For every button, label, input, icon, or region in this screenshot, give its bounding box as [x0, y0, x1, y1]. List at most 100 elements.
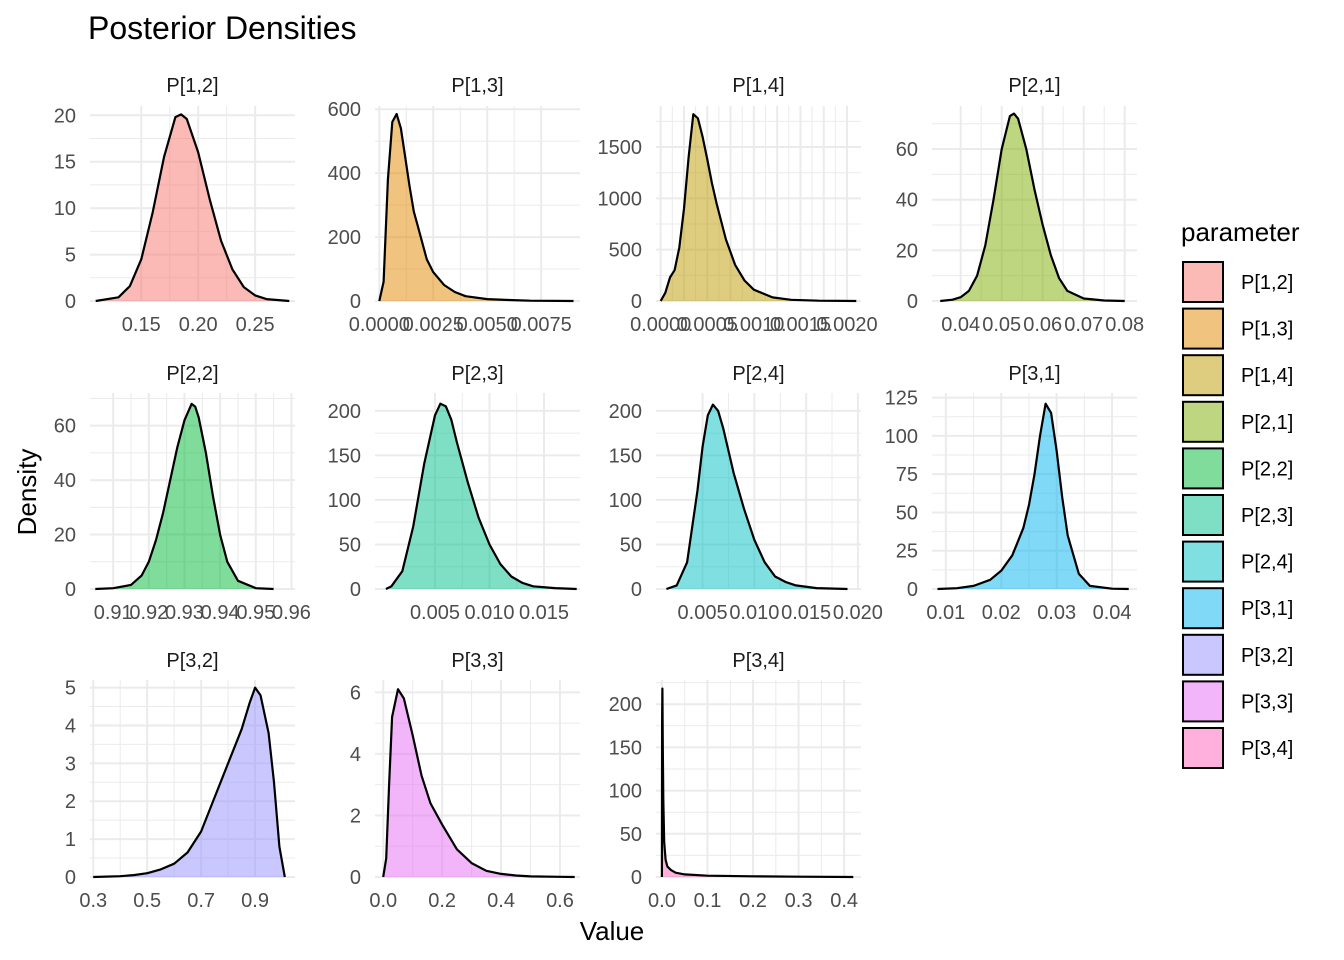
x-tick-label: 0.010: [464, 602, 514, 624]
legend-label-p-2-2: P[2,2]: [1241, 458, 1293, 480]
y-tick-label: 150: [328, 445, 361, 467]
y-tick-label: 0: [631, 867, 642, 889]
x-tick-label: 0.1: [694, 890, 722, 912]
panel-p-1-4: P[1,4]0500100015000.00000.00050.00100.00…: [598, 75, 878, 336]
density-area-p-3-4: [661, 688, 854, 877]
y-tick-label: 1500: [598, 137, 643, 159]
legend-key-p-3-4: [1182, 727, 1224, 769]
legend-item-p-2-1: P[2,1]: [1182, 400, 1293, 443]
legend-item-p-3-3: P[3,3]: [1182, 680, 1293, 723]
x-tick-label: 0.0005: [677, 314, 738, 336]
x-tick-label: 0.2: [739, 890, 767, 912]
density-line-p-3-4: [660, 687, 854, 879]
legend: parameter P[1,2] P[1,3] P[1,4] P[2,1] P[2,2]…: [1181, 217, 1300, 769]
y-tick-label: 25: [896, 541, 918, 563]
y-tick-label: 40: [896, 190, 918, 212]
x-tick-label: 0.02: [982, 602, 1021, 624]
panel-p-2-1: P[2,1] 0 20 40 60 0.04 0.05 0.06 0.07 0.08: [896, 75, 1144, 336]
legend-label-p-3-1: P[3,1]: [1241, 598, 1293, 620]
x-tick-label: 0.05: [982, 314, 1021, 336]
y-tick-label: 0: [907, 291, 918, 313]
y-tick-label: 20: [54, 105, 76, 127]
x-tick-label: 0.6: [546, 890, 574, 912]
legend-key-p-1-4: [1182, 354, 1224, 397]
y-tick-label: 50: [620, 824, 642, 846]
x-tick-label: 0.4: [487, 890, 515, 912]
y-tick-label: 125: [885, 388, 918, 410]
legend-label-p-1-4: P[1,4]: [1241, 365, 1293, 387]
chart-title: Posterior Densities: [88, 10, 357, 46]
x-tick-label: 0.015: [781, 602, 831, 624]
y-tick-label: 2: [65, 791, 76, 813]
x-tick-label: 0.020: [833, 602, 883, 624]
y-tick-label: 100: [885, 426, 918, 448]
panel-p-3-2: P[3,2] 0 1 2 3 4 5 0.3 0.5 0.7 0.9: [65, 650, 295, 912]
y-tick-label: 6: [350, 682, 361, 704]
y-tick-label: 20: [896, 240, 918, 262]
y-tick-label: 50: [896, 502, 918, 524]
x-tick-label: 0.015: [519, 602, 569, 624]
y-tick-label: 0: [350, 579, 361, 601]
strip-label-p-3-2: P[3,2]: [166, 650, 218, 672]
y-tick-label: 10: [54, 198, 76, 220]
density-line-p-2-3: [385, 402, 577, 591]
x-tick-label: 0.0010: [723, 314, 784, 336]
x-tick-label: 0.005: [678, 602, 728, 624]
strip-label-p-1-2: P[1,2]: [166, 75, 218, 97]
y-tick-label: 150: [609, 445, 642, 467]
legend-key-p-2-1: [1182, 400, 1224, 443]
legend-item-p-2-4: P[2,4]: [1182, 540, 1293, 583]
x-tick-label: 0.06: [1023, 314, 1062, 336]
y-tick-label: 500: [609, 240, 642, 262]
x-tick-label: 0.0050: [457, 314, 518, 336]
density-line-p-3-1: [937, 402, 1129, 591]
y-tick-label: 0: [350, 291, 361, 313]
legend-label-p-3-3: P[3,3]: [1241, 691, 1293, 713]
panel-p-3-4: P[3,4] 0 50 100 150 200 0.0 0.1 0.2 0.3 0.4: [609, 650, 861, 912]
legend-item-p-2-3: P[2,3]: [1182, 494, 1293, 536]
y-tick-label: 200: [609, 694, 642, 716]
y-tick-label: 60: [54, 416, 76, 438]
x-tick-label: 0.94: [201, 602, 240, 624]
density-area-p-3-2: [93, 687, 285, 877]
legend-key-p-2-2: [1182, 447, 1224, 490]
density-line-p-2-2: [95, 402, 274, 591]
y-tick-label: 5: [65, 245, 76, 267]
y-tick-label: 50: [620, 534, 642, 556]
x-tick-label: 0.0: [369, 890, 397, 912]
panel-p-3-1: P[3,1] 0 25 50 75 100 125 0.01 0.02 0.03 0.04: [885, 363, 1137, 624]
panel-p-1-2: P[1,2] 0 5 10 15 20 0.15 0.20 0.25: [54, 75, 295, 336]
y-tick-label: 15: [54, 152, 76, 174]
x-tick-label: 0.92: [129, 602, 168, 624]
x-tick-label: 0.0020: [816, 314, 877, 336]
y-axis-title: Density: [12, 449, 42, 536]
x-tick-label: 0.5: [133, 890, 161, 912]
x-tick-label: 0.95: [236, 602, 275, 624]
y-tick-label: 100: [328, 490, 361, 512]
x-tick-label: 0.96: [272, 602, 311, 624]
strip-label-p-3-3: P[3,3]: [451, 650, 503, 672]
y-tick-label: 0: [907, 579, 918, 601]
y-tick-label: 200: [328, 227, 361, 249]
legend-item-p-1-4: P[1,4]: [1182, 354, 1293, 397]
strip-label-p-3-4: P[3,4]: [732, 650, 784, 672]
legend-label-p-3-4: P[3,4]: [1241, 738, 1293, 760]
density-area-p-3-1: [937, 403, 1129, 589]
legend-title: parameter: [1181, 217, 1300, 247]
density-line-p-1-3: [378, 112, 574, 303]
y-tick-label: 100: [609, 781, 642, 803]
x-tick-label: 0.7: [187, 890, 215, 912]
x-tick-label: 0.04: [1093, 602, 1132, 624]
density-area-p-2-3: [385, 403, 577, 589]
density-area-p-2-2: [95, 403, 274, 589]
legend-key-p-3-2: [1182, 633, 1224, 676]
x-tick-label: 0.01: [926, 602, 965, 624]
y-tick-label: 0: [631, 579, 642, 601]
panel-p-2-2: P[2,2] 0 20 40 60 0.910.920.930.940.950.96: [54, 363, 311, 624]
density-line-p-3-2: [93, 686, 286, 879]
panel-p-2-3: P[2,3] 0 50 100 150 200 0.005 0.010 0.015: [328, 363, 580, 624]
legend-label-p-1-3: P[1,3]: [1241, 319, 1293, 341]
